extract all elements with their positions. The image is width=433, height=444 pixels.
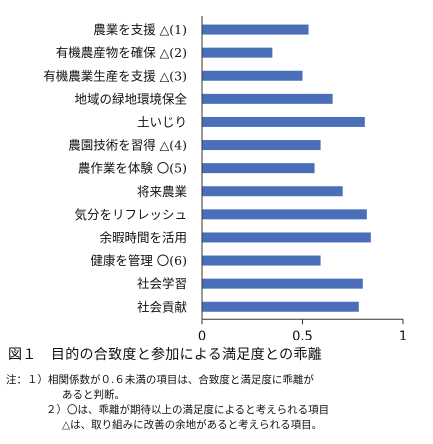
- bar: [202, 24, 309, 35]
- bar: [202, 163, 315, 174]
- bar: [202, 93, 333, 104]
- category-label: 農業を支援 △(1): [93, 22, 187, 37]
- category-label: 有機農産物を確保 △(2): [56, 45, 187, 60]
- figure-caption: 図１ 目的の合致度と参加による満足度との乖離: [8, 347, 323, 363]
- bar: [202, 301, 359, 312]
- category-label: 地域の緑地環境保全: [74, 91, 187, 106]
- category-label: 健康を管理 〇(6): [90, 253, 187, 268]
- category-labels: 農業を支援 △(1) 有機農産物を確保 △(2) 有機農業生産を支援 △(3) 地域の…: [43, 22, 187, 314]
- chart-axis: 0 0.5 1: [198, 16, 407, 340]
- bar: [202, 140, 321, 151]
- bar: [202, 70, 303, 81]
- bar: [202, 47, 273, 58]
- note-1-line-1: 注：１）相関係数が０.６未満の項目は、合致度と満足度に乖離が: [6, 374, 314, 386]
- x-tick-label: 0: [198, 329, 206, 340]
- bar: [202, 116, 365, 127]
- note-2-line-2: △は、取り組みに改善の余地があると考えられる項目。: [62, 419, 323, 431]
- note-1-line-2: あると判断。: [62, 389, 125, 401]
- category-label: 土いじり: [137, 114, 187, 129]
- bar: [202, 255, 321, 266]
- note-2-line-1: ２）〇は、乖離が期待以上の満足度によると考えられる項目: [46, 404, 330, 416]
- x-tick-label: 1: [399, 329, 407, 340]
- bar-chart: 農業を支援 △(1) 有機農産物を確保 △(2) 有機農業生産を支援 △(3) 地域の…: [43, 16, 407, 340]
- category-label: 社会貢献: [137, 299, 187, 314]
- category-label: 農作業を体験 〇(5): [78, 161, 187, 176]
- bar: [202, 209, 367, 220]
- category-label: 余暇時間を活用: [99, 230, 187, 245]
- category-label: 農園技術を習得 △(4): [68, 138, 187, 153]
- bar: [202, 186, 343, 197]
- category-label: 有機農業生産を支援 △(3): [43, 68, 187, 83]
- category-label: 将来農業: [137, 184, 188, 199]
- x-tick-label: 0.5: [292, 329, 313, 340]
- bar: [202, 278, 363, 289]
- category-label: 気分をリフレッシュ: [74, 207, 187, 222]
- bars-layer: [202, 24, 371, 312]
- category-label: 社会学習: [137, 276, 187, 291]
- bar: [202, 232, 371, 243]
